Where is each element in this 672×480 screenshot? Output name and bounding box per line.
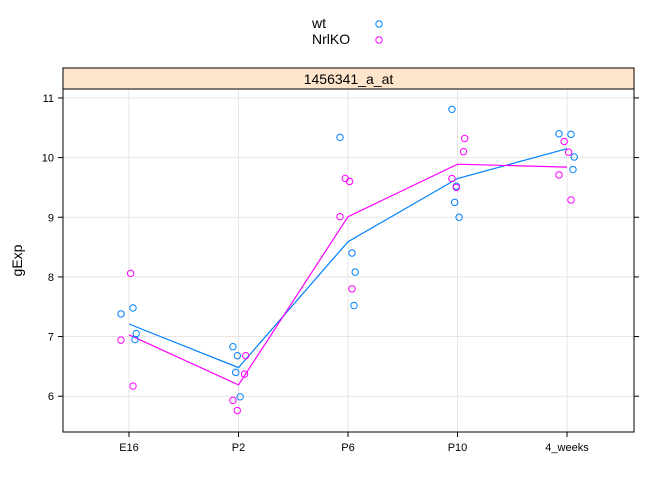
legend-marker-wt [375,20,383,28]
data-point-nrlko [229,396,237,405]
panel-title: 1456341_a_at [304,71,394,87]
data-point-wt [455,213,463,221]
y-tick-label: 7 [48,332,54,344]
data-point-wt [132,329,140,338]
data-point-wt [448,105,456,113]
data-point-nrlko [242,351,250,360]
data-point-nrlko [560,137,568,146]
x-tick-label: E16 [119,442,139,454]
data-point-wt [348,249,356,257]
data-point-wt [117,310,125,318]
data-point-nrlko [459,147,468,156]
data-point-nrlko [240,370,249,378]
series-lines [128,148,568,386]
y-tick-label: 6 [48,391,54,403]
data-point-nrlko [348,285,356,293]
data-point-wt [555,130,563,138]
data-point-nrlko [345,177,354,186]
data-point-nrlko [233,406,242,415]
x-axis: E16 P2 P6 P10 4_weeks [119,432,589,454]
data-point-nrlko [461,134,469,143]
y-tick-label: 9 [48,212,54,224]
data-point-nrlko [555,171,563,179]
legend-label-wt: wt [311,15,326,31]
data-points [117,105,578,415]
y-tick-label: 8 [48,272,54,284]
x-tick-label: 4_weeks [545,442,589,454]
data-point-nrlko [452,183,460,192]
y-tick-label: 11 [43,93,54,105]
x-tick-label: P10 [448,442,468,454]
data-point-wt [236,393,244,401]
data-point-wt [451,198,459,207]
legend-label-nrlko: NrlKO [312,31,350,47]
y-tick-label: 10 [42,153,54,165]
data-point-nrlko [567,196,575,204]
data-point-nrlko [126,269,135,278]
data-point-nrlko [117,336,125,344]
data-point-wt [336,133,344,142]
data-point-nrlko [448,174,456,183]
grid [63,89,634,432]
panel-strip: 1456341_a_at [62,67,635,90]
data-point-wt [567,130,575,139]
data-point-wt [131,335,139,344]
data-point-wt [350,301,358,310]
data-point-wt [570,153,578,161]
data-point-nrlko [564,148,573,156]
x-tick-label: P6 [341,442,354,454]
data-point-wt [229,342,237,351]
data-point-wt [351,268,359,276]
data-point-wt [569,165,577,174]
x-tick-label: P2 [232,442,245,454]
data-point-wt [129,304,137,312]
y-axis-label: gExp [9,244,25,276]
data-point-nrlko [336,212,344,221]
series-line-wt [128,148,568,369]
y-axis: 6 7 8 9 10 11 [42,93,639,403]
series-line-nrlko [128,163,568,386]
data-point-wt [232,368,240,377]
data-point-nrlko [129,382,137,390]
legend-marker-nrlko [375,36,383,44]
data-point-wt [233,351,242,360]
